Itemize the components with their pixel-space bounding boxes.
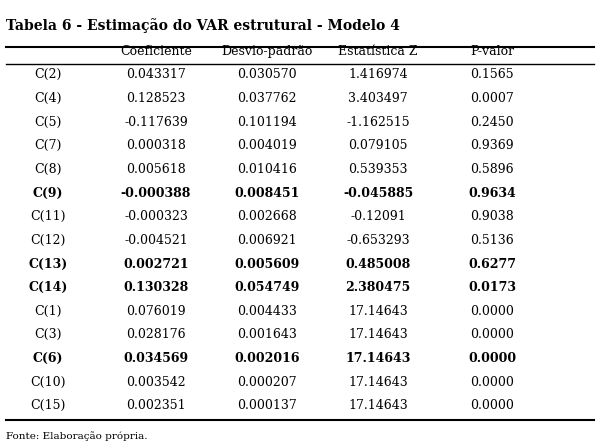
Text: 0.130328: 0.130328	[124, 281, 188, 294]
Text: Tabela 6 - Estimação do VAR estrutural - Modelo 4: Tabela 6 - Estimação do VAR estrutural -…	[6, 18, 400, 33]
Text: C(15): C(15)	[31, 399, 65, 413]
Text: -0.045885: -0.045885	[343, 186, 413, 200]
Text: 0.1565: 0.1565	[470, 68, 514, 82]
Text: 0.0000: 0.0000	[470, 305, 514, 318]
Text: 0.004019: 0.004019	[237, 139, 297, 153]
Text: 17.14643: 17.14643	[348, 399, 408, 413]
Text: 0.005609: 0.005609	[235, 257, 299, 271]
Text: -0.000323: -0.000323	[124, 210, 188, 223]
Text: C(10): C(10)	[30, 376, 66, 389]
Text: 17.14643: 17.14643	[348, 328, 408, 342]
Text: 0.9369: 0.9369	[470, 139, 514, 153]
Text: -0.000388: -0.000388	[121, 186, 191, 200]
Text: 0.001643: 0.001643	[237, 328, 297, 342]
Text: 0.002351: 0.002351	[126, 399, 186, 413]
Text: 1.416974: 1.416974	[348, 68, 408, 82]
Text: 0.0000: 0.0000	[468, 352, 516, 365]
Text: C(5): C(5)	[34, 116, 62, 129]
Text: 0.002668: 0.002668	[237, 210, 297, 223]
Text: 0.5896: 0.5896	[470, 163, 514, 176]
Text: 0.000207: 0.000207	[237, 376, 297, 389]
Text: C(1): C(1)	[34, 305, 62, 318]
Text: 0.000137: 0.000137	[237, 399, 297, 413]
Text: P-valor: P-valor	[470, 45, 514, 58]
Text: 17.14643: 17.14643	[348, 376, 408, 389]
Text: 0.006921: 0.006921	[237, 234, 297, 247]
Text: -0.117639: -0.117639	[124, 116, 188, 129]
Text: 0.0000: 0.0000	[470, 376, 514, 389]
Text: 0.076019: 0.076019	[126, 305, 186, 318]
Text: 0.002016: 0.002016	[234, 352, 300, 365]
Text: Fonte: Elaboração própria.: Fonte: Elaboração própria.	[6, 431, 148, 441]
Text: 0.079105: 0.079105	[348, 139, 408, 153]
Text: 0.0000: 0.0000	[470, 399, 514, 413]
Text: 0.539353: 0.539353	[348, 163, 408, 176]
Text: 0.010416: 0.010416	[237, 163, 297, 176]
Text: 0.9038: 0.9038	[470, 210, 514, 223]
Text: C(7): C(7)	[34, 139, 62, 153]
Text: 0.037762: 0.037762	[237, 92, 297, 105]
Text: -0.12091: -0.12091	[350, 210, 406, 223]
Text: C(14): C(14)	[28, 281, 68, 294]
Text: 0.034569: 0.034569	[124, 352, 188, 365]
Text: 0.002721: 0.002721	[123, 257, 189, 271]
Text: C(3): C(3)	[34, 328, 62, 342]
Text: 0.003542: 0.003542	[126, 376, 186, 389]
Text: 3.403497: 3.403497	[348, 92, 408, 105]
Text: C(11): C(11)	[30, 210, 66, 223]
Text: 0.6277: 0.6277	[468, 257, 516, 271]
Text: Desvio-padrão: Desvio-padrão	[221, 45, 313, 58]
Text: C(9): C(9)	[33, 186, 63, 200]
Text: 0.2450: 0.2450	[470, 116, 514, 129]
Text: C(2): C(2)	[34, 68, 62, 82]
Text: 0.128523: 0.128523	[126, 92, 186, 105]
Text: 0.0173: 0.0173	[468, 281, 516, 294]
Text: 0.008451: 0.008451	[235, 186, 299, 200]
Text: Estatística Z: Estatística Z	[338, 45, 418, 58]
Text: 2.380475: 2.380475	[346, 281, 410, 294]
Text: C(12): C(12)	[31, 234, 65, 247]
Text: C(6): C(6)	[33, 352, 63, 365]
Text: C(13): C(13)	[28, 257, 68, 271]
Text: -0.004521: -0.004521	[124, 234, 188, 247]
Text: 0.0000: 0.0000	[470, 328, 514, 342]
Text: 0.004433: 0.004433	[237, 305, 297, 318]
Text: -0.653293: -0.653293	[346, 234, 410, 247]
Text: 0.000318: 0.000318	[126, 139, 186, 153]
Text: 0.0007: 0.0007	[470, 92, 514, 105]
Text: 0.101194: 0.101194	[237, 116, 297, 129]
Text: Coeficiente: Coeficiente	[120, 45, 192, 58]
Text: 0.030570: 0.030570	[237, 68, 297, 82]
Text: 0.5136: 0.5136	[470, 234, 514, 247]
Text: 0.028176: 0.028176	[126, 328, 186, 342]
Text: 0.043317: 0.043317	[126, 68, 186, 82]
Text: 0.9634: 0.9634	[468, 186, 516, 200]
Text: -1.162515: -1.162515	[346, 116, 410, 129]
Text: C(8): C(8)	[34, 163, 62, 176]
Text: 17.14643: 17.14643	[348, 305, 408, 318]
Text: 0.005618: 0.005618	[126, 163, 186, 176]
Text: C(4): C(4)	[34, 92, 62, 105]
Text: 0.054749: 0.054749	[235, 281, 299, 294]
Text: 17.14643: 17.14643	[346, 352, 410, 365]
Text: 0.485008: 0.485008	[346, 257, 410, 271]
